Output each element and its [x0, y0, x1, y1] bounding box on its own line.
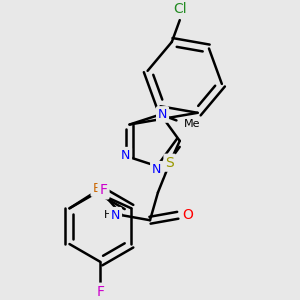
Text: N: N	[111, 209, 120, 222]
Text: N: N	[152, 163, 161, 176]
Text: N: N	[158, 108, 167, 121]
Text: F: F	[96, 285, 104, 299]
Text: N: N	[121, 149, 130, 162]
Text: Me: Me	[183, 119, 200, 129]
Text: S: S	[166, 156, 174, 170]
Text: H: H	[104, 210, 112, 220]
Text: F: F	[100, 184, 107, 197]
Text: O: O	[182, 208, 193, 222]
Text: Br: Br	[92, 182, 106, 195]
Text: Cl: Cl	[173, 2, 187, 16]
